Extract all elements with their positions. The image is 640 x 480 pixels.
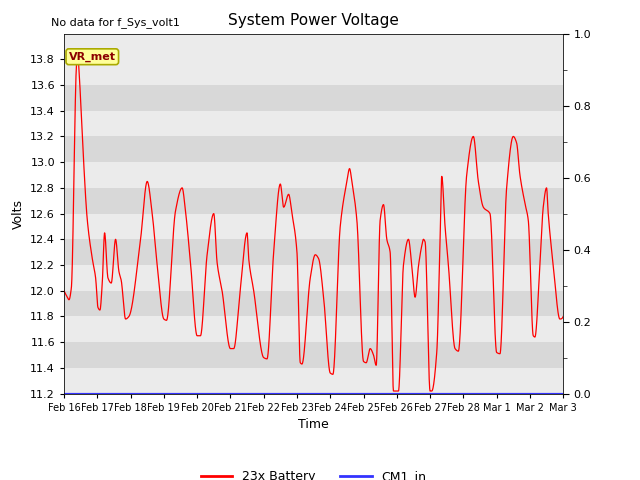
Legend: 23x Battery, CM1_in: 23x Battery, CM1_in [196,465,431,480]
Y-axis label: Volts: Volts [12,199,24,228]
Bar [64,291,563,316]
X-axis label: Time: Time [298,418,329,431]
Bar [64,60,563,85]
Bar [64,188,563,214]
Text: No data for f_Sys_volt1: No data for f_Sys_volt1 [51,17,180,28]
Bar [64,136,563,162]
Text: VR_met: VR_met [68,52,116,62]
Bar [64,342,563,368]
Bar [64,240,563,265]
Bar [64,111,563,136]
Bar [64,316,563,342]
Bar [64,214,563,240]
Title: System Power Voltage: System Power Voltage [228,13,399,28]
Bar [64,368,563,394]
Bar [64,162,563,188]
Bar [64,85,563,111]
Bar [64,265,563,291]
